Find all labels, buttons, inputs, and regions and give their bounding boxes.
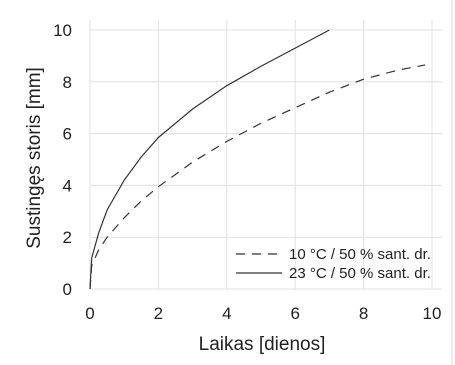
y-axis-title: Sustingęs storis [mm] [24, 67, 45, 249]
x-tick-label: 0 [85, 304, 94, 323]
x-tick-label: 10 [423, 304, 442, 323]
grid [89, 20, 442, 290]
legend-label-series-2: 23 °C / 50 % sant. dr. [289, 265, 431, 282]
y-tick-label: 2 [63, 228, 72, 247]
y-tick-label: 8 [63, 73, 72, 92]
x-axis-title: Laikas [dienos] [199, 334, 326, 355]
x-tick-label: 6 [290, 304, 299, 323]
y-tick-label: 6 [63, 125, 72, 144]
series-line-2 [89, 29, 330, 290]
tick-labels: 0 2 4 6 8 10 0 2 4 6 8 10 [53, 21, 441, 323]
legend: 10 °C / 50 % sant. dr. 23 °C / 50 % sant… [236, 246, 431, 282]
x-tick-label: 8 [359, 304, 368, 323]
x-tick-label: 2 [154, 304, 163, 323]
y-tick-label: 10 [53, 21, 72, 40]
legend-label-series-1: 10 °C / 50 % sant. dr. [289, 246, 431, 263]
y-tick-label: 4 [63, 176, 72, 195]
y-tick-label: 0 [63, 280, 72, 299]
series-layer [89, 29, 426, 290]
x-tick-label: 4 [222, 304, 231, 323]
